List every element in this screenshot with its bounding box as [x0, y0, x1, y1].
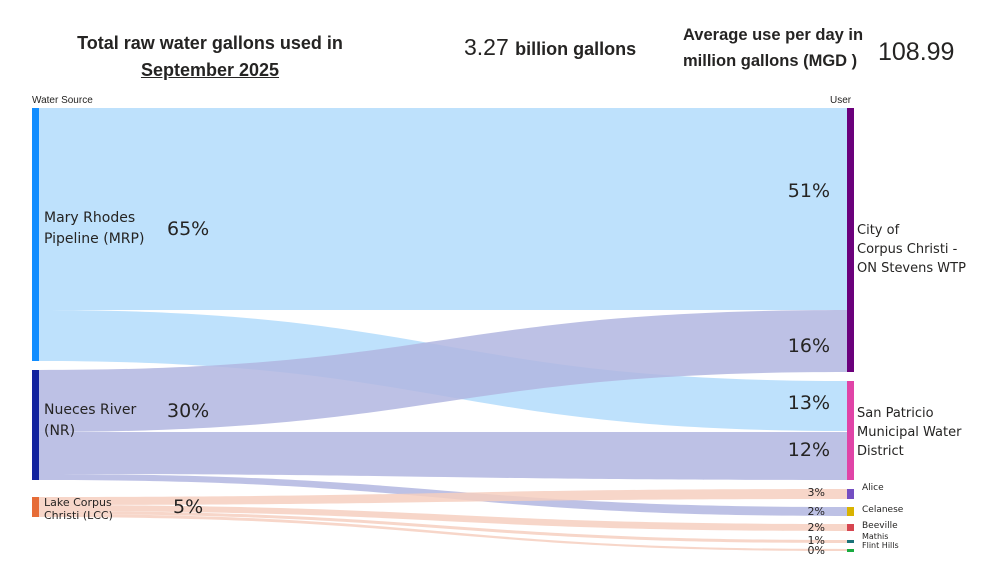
target-node-label: City of	[857, 223, 900, 238]
source-node-label: Lake Corpus	[44, 496, 112, 509]
source-node-label: (NR)	[44, 423, 75, 439]
links	[39, 108, 847, 551]
link-pct-label: 13%	[788, 392, 830, 414]
source-node-label: Christi (LCC)	[44, 509, 113, 522]
link-pct-label: 1%	[808, 534, 825, 547]
source-node-label: Mary Rhodes	[44, 210, 135, 226]
target-node[interactable]	[847, 507, 854, 516]
source-node-label: Nueces River	[44, 402, 137, 418]
source-node[interactable]	[32, 497, 39, 517]
sankey-link[interactable]	[39, 310, 847, 432]
target-header: User	[830, 95, 852, 106]
target-node-label: Corpus Christi -	[857, 242, 958, 257]
sankey-link[interactable]	[39, 511, 847, 543]
source-pct-label: 30%	[167, 400, 209, 422]
link-pct-label: 3%	[808, 486, 825, 499]
source-node[interactable]	[32, 108, 39, 361]
target-node-label: Flint Hills	[862, 541, 899, 550]
sankey-link[interactable]	[39, 489, 847, 505]
source-pct-label: 65%	[167, 218, 209, 240]
target-node[interactable]	[847, 381, 854, 480]
source-node[interactable]	[32, 370, 39, 480]
source-header: Water Source	[32, 95, 93, 106]
source-node-label: Pipeline (MRP)	[44, 231, 144, 247]
link-pct-label: 2%	[808, 521, 825, 534]
link-pct-label: 12%	[788, 439, 830, 461]
sankey-link[interactable]	[39, 505, 847, 531]
total-gallons-kpi: 3.27 billion gallons	[464, 34, 637, 60]
avg-use-label: Average use per day in million gallons (M…	[683, 26, 864, 70]
target-node-label: Beeville	[862, 521, 898, 531]
target-node-label: District	[857, 444, 904, 459]
sankey-link[interactable]	[39, 432, 847, 480]
page-title: Total raw water gallons used in Septembe…	[77, 33, 343, 80]
month-label: September 2025	[140, 60, 280, 80]
sankey-link[interactable]	[39, 108, 847, 310]
link-pct-label: 2%	[808, 505, 825, 518]
source-pct-label: 5%	[173, 496, 203, 518]
target-node-label: Mathis	[862, 532, 888, 541]
target-node[interactable]	[847, 489, 854, 499]
target-node[interactable]	[847, 549, 854, 552]
avg-use-value: 108.99	[878, 38, 955, 66]
target-node[interactable]	[847, 524, 854, 531]
link-pct-label: 0%	[808, 544, 825, 557]
target-node-label: Celanese	[862, 505, 904, 515]
target-node[interactable]	[847, 540, 854, 543]
target-node[interactable]	[847, 108, 854, 372]
link-pct-label: 16%	[788, 335, 830, 357]
target-node-label: ON Stevens WTP	[857, 261, 966, 276]
target-node-label: San Patricio	[857, 406, 934, 421]
target-node-label: Municipal Water	[857, 425, 962, 440]
sankey-link[interactable]	[39, 514, 847, 551]
target-node-label: Alice	[862, 483, 884, 493]
link-pct-label: 51%	[788, 180, 830, 202]
